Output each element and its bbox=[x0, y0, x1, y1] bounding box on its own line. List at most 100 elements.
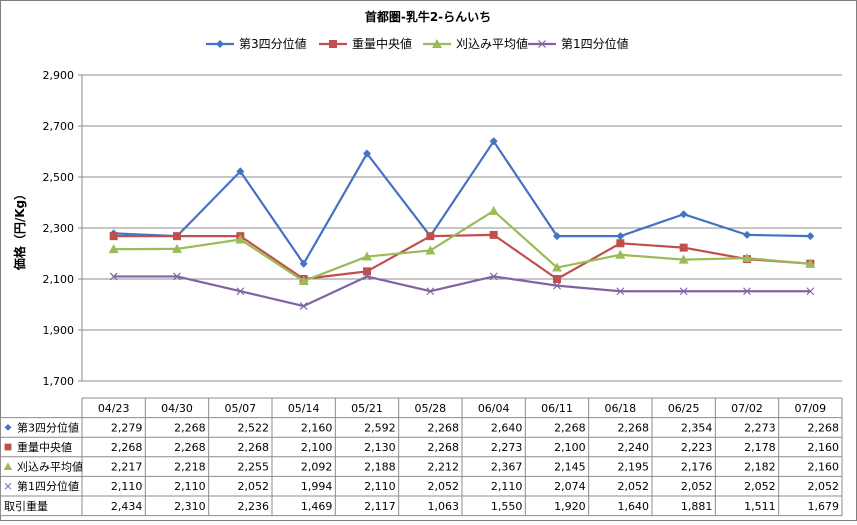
table-cell: 2,268 bbox=[174, 421, 206, 434]
x-tick-label: 04/23 bbox=[98, 402, 130, 415]
data-point bbox=[553, 232, 561, 241]
table-row-label: 重量中央値 bbox=[17, 440, 72, 454]
data-point bbox=[298, 276, 309, 286]
series-layer bbox=[108, 137, 816, 310]
legend-entry: 刈込み平均値 bbox=[423, 36, 528, 51]
data-point bbox=[235, 234, 246, 244]
x-tick-label: 05/07 bbox=[224, 402, 256, 415]
data-point bbox=[363, 272, 371, 281]
table-cell: 2,110 bbox=[491, 480, 523, 493]
table-cell: 2,145 bbox=[554, 461, 586, 474]
table-cell: 1,881 bbox=[681, 500, 713, 513]
x-tick-label: 04/30 bbox=[161, 402, 193, 415]
data-point bbox=[108, 244, 119, 254]
data-point bbox=[553, 281, 561, 290]
table-cell: 2,182 bbox=[744, 461, 776, 474]
table-cell: 1,511 bbox=[744, 500, 776, 513]
table-row-marker bbox=[3, 462, 13, 470]
table-cell: 2,310 bbox=[174, 500, 206, 513]
x-marker-stroke bbox=[109, 272, 118, 281]
data-point bbox=[553, 275, 561, 283]
table-cell: 2,052 bbox=[428, 480, 460, 493]
table-cell: 1,550 bbox=[491, 500, 523, 513]
legend-marker bbox=[329, 40, 337, 48]
x-marker-stroke bbox=[806, 287, 815, 296]
table-cell: 2,218 bbox=[174, 461, 206, 474]
x-tick-label: 06/04 bbox=[478, 402, 510, 415]
table-cell: 2,178 bbox=[744, 441, 776, 454]
series-x bbox=[109, 272, 815, 310]
data-point bbox=[806, 287, 815, 296]
legend-key bbox=[4, 443, 12, 451]
table-cell: 2,217 bbox=[111, 461, 143, 474]
table-cell: 2,117 bbox=[364, 500, 396, 513]
table-row-label: 第3四分位値 bbox=[17, 420, 79, 434]
table-row: 第3四分位値 2,279 2,268 2,522 2,160 2,592 2,268 2,64… bbox=[4, 420, 840, 434]
data-point bbox=[489, 272, 498, 281]
data-point bbox=[742, 253, 752, 263]
table-cell: 2,092 bbox=[301, 461, 333, 474]
data-point bbox=[236, 287, 245, 296]
table-cell: 1,469 bbox=[301, 500, 333, 513]
y-tick-label: 2,700 bbox=[43, 120, 75, 133]
table-cell: 2,367 bbox=[491, 461, 523, 474]
table-cell: 2,052 bbox=[618, 480, 650, 493]
data-point bbox=[489, 230, 498, 239]
data-point bbox=[488, 205, 499, 215]
table-cell: 2,110 bbox=[364, 480, 396, 493]
table-row: 第1四分位値 2,110 2,110 2,052 1,994 2,110 2,052 2,11… bbox=[4, 479, 839, 493]
x-marker-stroke bbox=[538, 40, 546, 48]
table-cell: 2,268 bbox=[808, 421, 840, 434]
series-line bbox=[113, 140, 811, 265]
table-row: 刈込み平均値 2,217 2,218 2,255 2,092 2,188 2,212 2,36… bbox=[3, 461, 840, 474]
table-cell: 2,195 bbox=[618, 461, 650, 474]
table-cell: 2,273 bbox=[744, 421, 776, 434]
y-axis-label: 価格（円/Kg） bbox=[12, 188, 27, 271]
legend-key bbox=[4, 424, 12, 431]
x-tick-label: 05/14 bbox=[288, 402, 320, 415]
data-point bbox=[679, 210, 688, 219]
x-marker-stroke bbox=[236, 287, 245, 296]
table-cell: 2,100 bbox=[554, 441, 586, 454]
table-cell: 2,268 bbox=[428, 441, 460, 454]
y-tick-label: 2,500 bbox=[43, 171, 75, 184]
data-point bbox=[616, 239, 625, 248]
table-cell: 1,994 bbox=[301, 480, 333, 493]
data-point bbox=[236, 167, 245, 176]
table-cell: 2,188 bbox=[364, 461, 396, 474]
table-cell: 2,354 bbox=[681, 421, 713, 434]
x-tick-label: 06/11 bbox=[541, 402, 573, 415]
legend-marker bbox=[432, 39, 442, 48]
x-marker-stroke bbox=[553, 281, 561, 290]
x-tick-label: 05/21 bbox=[351, 402, 383, 415]
table-cell: 2,052 bbox=[744, 480, 776, 493]
table-cell: 2,268 bbox=[111, 441, 143, 454]
table-cell: 2,110 bbox=[111, 480, 143, 493]
x-tick-label: 07/02 bbox=[731, 402, 763, 415]
y-tick-label: 1,700 bbox=[43, 375, 75, 388]
legend-entry: 第3四分位値 bbox=[206, 36, 307, 51]
data-point bbox=[805, 258, 816, 268]
x-tick-label: 06/18 bbox=[604, 402, 636, 415]
data-point bbox=[806, 232, 815, 241]
y-tick-label: 2,100 bbox=[43, 273, 75, 286]
table-cell: 2,160 bbox=[808, 461, 840, 474]
legend-entry: 第1四分位値 bbox=[528, 36, 629, 51]
table-cell: 2,130 bbox=[364, 441, 396, 454]
data-point bbox=[172, 243, 182, 253]
y-tick-label: 1,900 bbox=[43, 324, 75, 337]
table-row-marker bbox=[4, 482, 12, 490]
x-marker-stroke bbox=[679, 287, 688, 296]
table-cell: 1,679 bbox=[808, 500, 840, 513]
data-point bbox=[109, 232, 118, 241]
data-point bbox=[425, 245, 436, 255]
legend-marker bbox=[538, 40, 546, 48]
x-tick-label: 05/28 bbox=[414, 402, 446, 415]
x-tick-label: 06/25 bbox=[668, 402, 700, 415]
data-point bbox=[362, 251, 372, 261]
table-cell: 2,074 bbox=[554, 480, 586, 493]
legend-label: 刈込み平均値 bbox=[456, 36, 528, 51]
legend-key bbox=[3, 462, 13, 470]
data-point bbox=[299, 259, 308, 268]
